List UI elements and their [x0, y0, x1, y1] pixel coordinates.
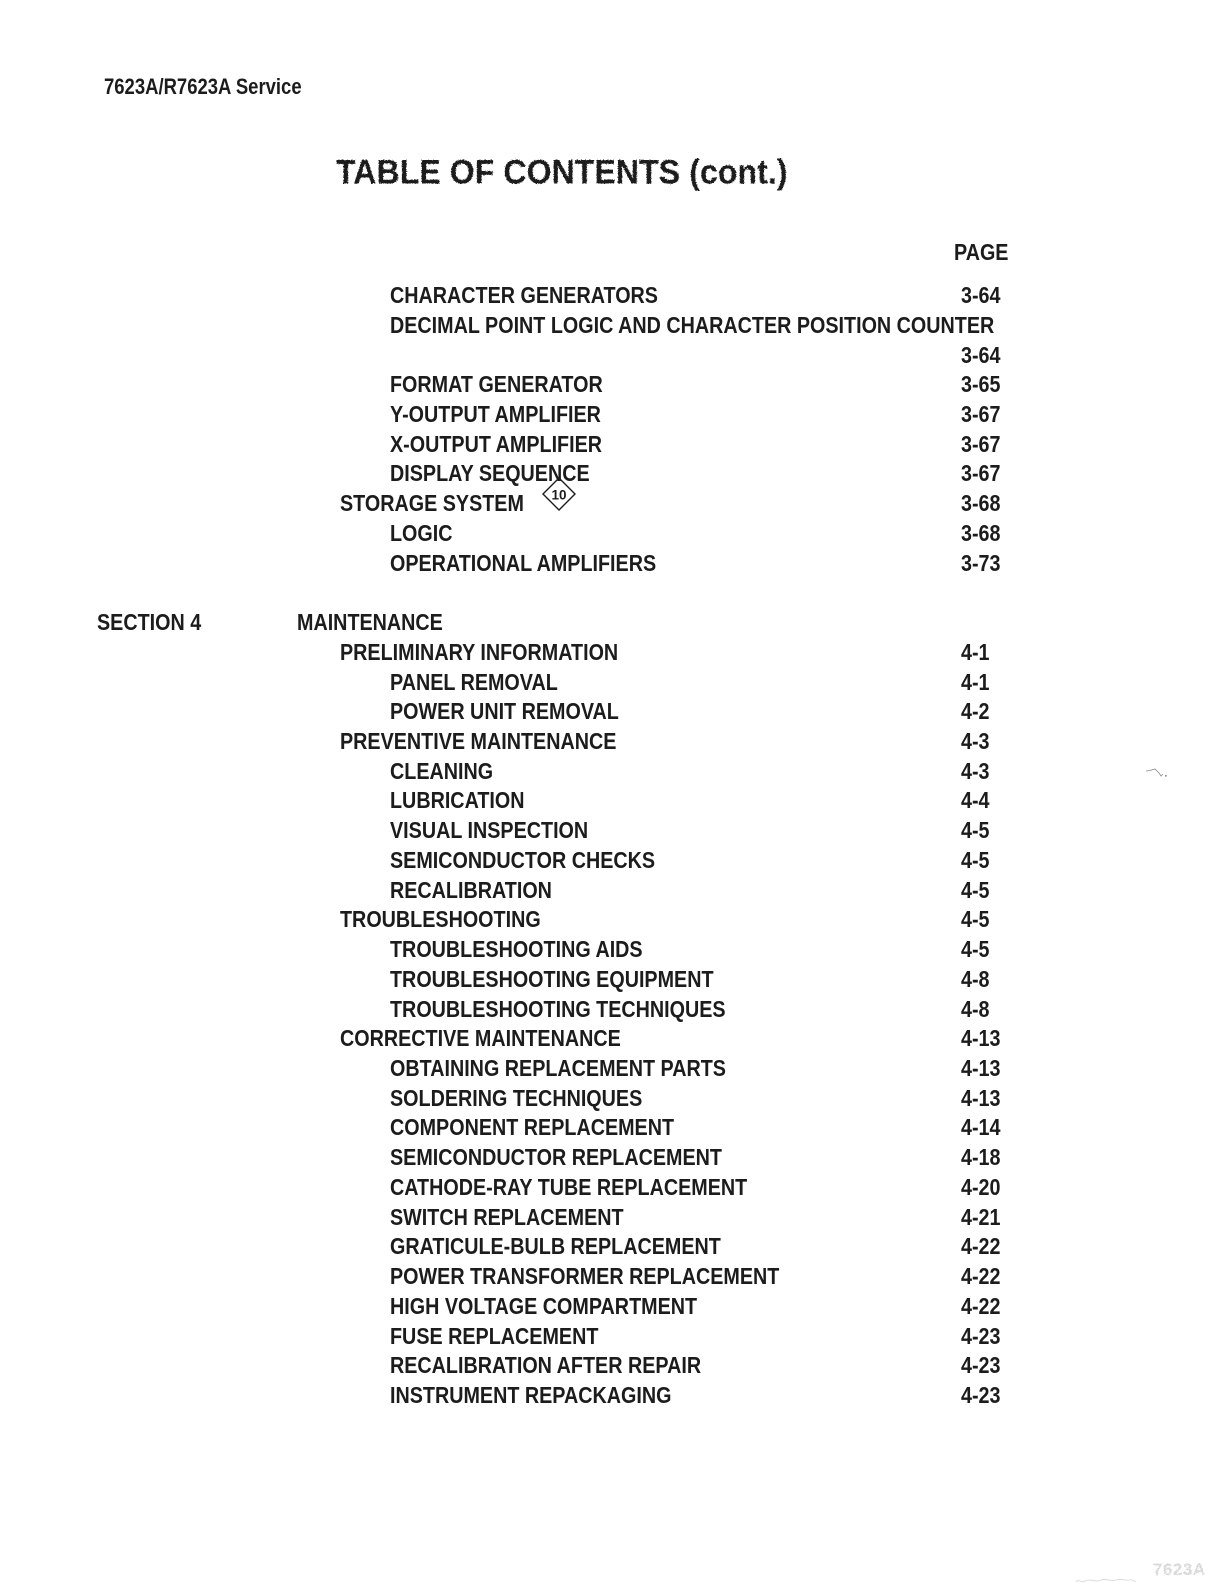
svg-text:10: 10 — [551, 488, 566, 503]
